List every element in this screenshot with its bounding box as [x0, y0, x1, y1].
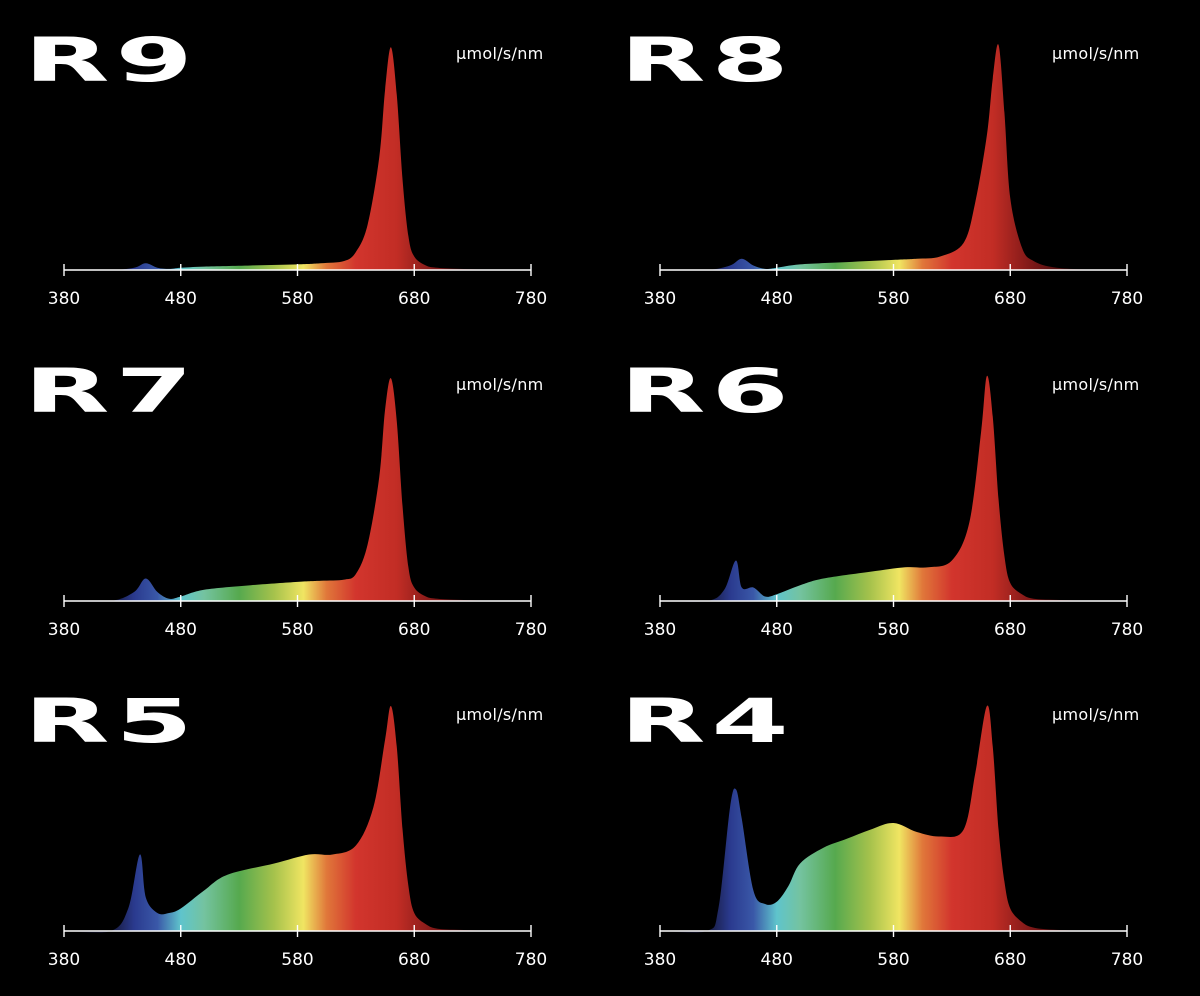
chart-panel-r6: R6 μmol/s/nm 380 480 580 680 780: [596, 331, 1196, 661]
chart-title: R4: [620, 686, 795, 757]
x-tick-label: 780: [1111, 620, 1143, 640]
chart-panel-r5: R5 μmol/s/nm 380 480 580 680 780: [0, 661, 600, 991]
x-tick-label: 680: [994, 950, 1026, 970]
y-unit-label: μmol/s/nm: [1052, 705, 1140, 724]
x-tick-label: 580: [877, 289, 909, 309]
spectrum-area: [660, 44, 1127, 271]
spectrum-area: [660, 705, 1127, 933]
chart-panel-r7: R7 μmol/s/nm 380 480 580 680 780: [0, 331, 600, 661]
x-tick-label: 380: [48, 950, 80, 970]
x-tick-label: 780: [1111, 289, 1143, 309]
y-unit-label: μmol/s/nm: [1052, 375, 1140, 394]
x-tick-label: 780: [515, 620, 547, 640]
x-tick-label: 680: [994, 620, 1026, 640]
x-tick-label: 580: [281, 950, 313, 970]
spectrum-area: [64, 705, 531, 933]
x-tick-label: 680: [398, 289, 430, 309]
spectrum-plot: 380 480 580 680 780: [644, 375, 1143, 640]
x-tick-label: 480: [165, 620, 197, 640]
spectrum-plot: 380 480 580 680 780: [48, 47, 547, 309]
x-tick-label: 680: [398, 950, 430, 970]
chart-title: R5: [24, 686, 199, 757]
x-tick-label: 580: [281, 289, 313, 309]
spectrum-plot: 380 480 580 680 780: [644, 44, 1143, 309]
y-unit-label: μmol/s/nm: [1052, 44, 1140, 63]
x-tick-label: 580: [877, 950, 909, 970]
chart-title: R7: [24, 356, 199, 427]
x-tick-label: 380: [48, 289, 80, 309]
x-tick-label: 680: [994, 289, 1026, 309]
x-tick-label: 480: [761, 950, 793, 970]
chart-panel-r8: R8 μmol/s/nm 380 480 580 680 780: [596, 0, 1196, 330]
spectrum-plot: 380 480 580 680 780: [48, 378, 547, 640]
x-tick-label: 380: [644, 950, 676, 970]
x-tick-label: 680: [398, 620, 430, 640]
x-tick-label: 380: [48, 620, 80, 640]
x-tick-label: 580: [877, 620, 909, 640]
chart-title: R9: [24, 25, 199, 96]
x-tick-label: 480: [761, 620, 793, 640]
y-unit-label: μmol/s/nm: [456, 705, 544, 724]
spectrum-plot: 380 480 580 680 780: [644, 705, 1143, 970]
chart-panel-r9: R9 μmol/s/nm 380 480 580 680 780: [0, 0, 600, 330]
y-unit-label: μmol/s/nm: [456, 375, 544, 394]
spectrum-area: [64, 378, 531, 602]
y-unit-label: μmol/s/nm: [456, 44, 544, 63]
chart-title: R6: [620, 356, 795, 427]
x-tick-label: 780: [515, 289, 547, 309]
x-tick-label: 480: [165, 289, 197, 309]
x-tick-label: 480: [761, 289, 793, 309]
spectrum-area: [660, 375, 1127, 602]
x-tick-label: 380: [644, 289, 676, 309]
x-tick-label: 780: [515, 950, 547, 970]
chart-panel-r4: R4 μmol/s/nm 380 480 580 680 780: [596, 661, 1196, 991]
x-tick-label: 780: [1111, 950, 1143, 970]
spectrum-area: [64, 47, 531, 271]
x-tick-label: 480: [165, 950, 197, 970]
x-tick-label: 380: [644, 620, 676, 640]
spectrum-plot: 380 480 580 680 780: [48, 705, 547, 970]
x-tick-label: 580: [281, 620, 313, 640]
chart-title: R8: [620, 25, 795, 96]
